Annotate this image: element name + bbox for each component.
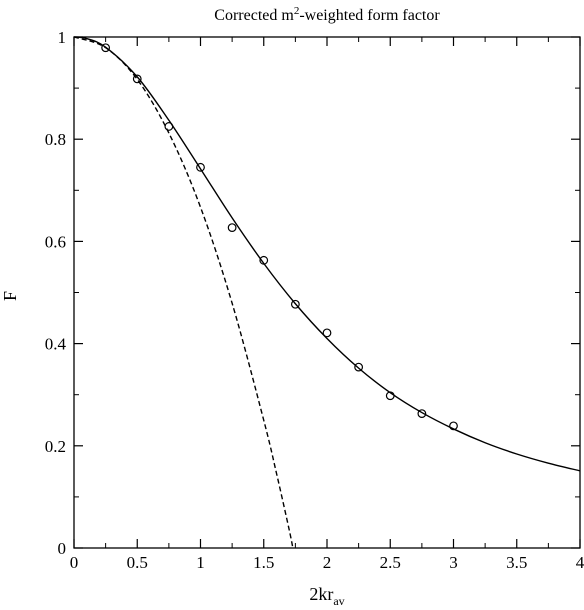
- x-axis-label: 2krav: [309, 584, 344, 608]
- x-tick-label: 0.5: [127, 553, 148, 572]
- data-point: [290, 299, 300, 309]
- y-tick-label: 0.6: [45, 232, 66, 251]
- x-tick-label: 1: [196, 553, 205, 572]
- x-tick-label: 0: [70, 553, 79, 572]
- y-tick-label: 0.4: [45, 335, 67, 354]
- chart-title-suffix: -weighted form factor: [299, 7, 440, 24]
- chart-title: Corrected m2-weighted form factor: [214, 5, 440, 24]
- data-point: [132, 74, 142, 84]
- y-axis-label: F: [0, 291, 20, 301]
- data-point: [101, 43, 111, 53]
- plot-frame: [73, 36, 581, 549]
- data-point: [322, 328, 332, 338]
- data-point: [417, 409, 427, 419]
- data-point: [227, 223, 237, 233]
- x-axis-label-subscript: av: [333, 594, 344, 608]
- x-axis-label-base: 2kr: [309, 584, 333, 604]
- axis-ticks: 0 0.5 1 1.5 2 2.5 3 3.5 4 0 0.2 0.4 0.6 0.8 1: [45, 28, 584, 572]
- y-tick-label: 0.2: [45, 437, 66, 456]
- x-tick-label: 2.5: [380, 553, 401, 572]
- data-point: [354, 362, 364, 372]
- x-tick-label: 3: [449, 553, 458, 572]
- y-tick-label: 0: [58, 539, 67, 558]
- dashed-series-line: [73, 36, 294, 549]
- x-tick-label: 4: [576, 553, 584, 572]
- plot-area: [73, 36, 581, 549]
- chart-title-prefix: Corrected m: [214, 7, 294, 24]
- data-point: [259, 255, 269, 265]
- data-point: [196, 162, 205, 172]
- x-tick-label: 3.5: [506, 553, 527, 572]
- data-point: [164, 122, 174, 131]
- y-tick-label: 0.8: [45, 130, 66, 149]
- x-tick-label: 2: [323, 553, 332, 572]
- solid-series-line: [73, 36, 581, 472]
- data-point: [449, 421, 458, 431]
- x-tick-label: 1.5: [253, 553, 274, 572]
- chart-title-superscript: 2: [294, 5, 300, 17]
- data-point: [385, 391, 395, 401]
- y-tick-label: 1: [58, 28, 67, 47]
